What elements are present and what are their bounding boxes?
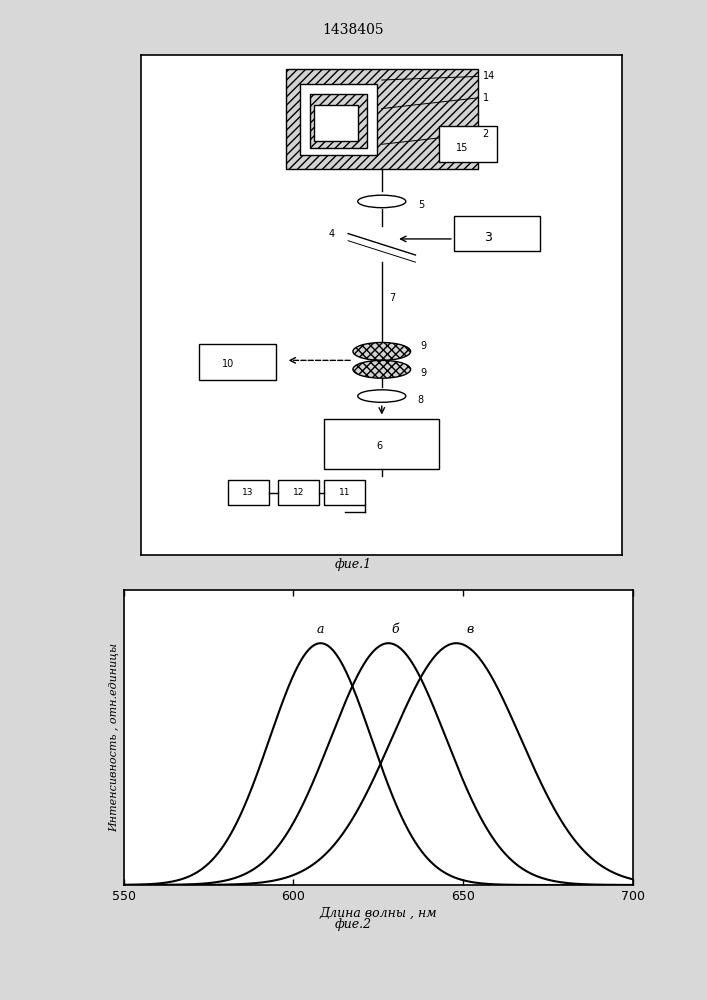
Text: 15: 15 [456, 143, 469, 153]
Text: 13: 13 [243, 488, 254, 497]
Text: 11: 11 [339, 488, 350, 497]
X-axis label: Длина волны , нм: Длина волны , нм [320, 907, 437, 920]
Text: фие.1: фие.1 [335, 558, 372, 571]
Text: 1438405: 1438405 [322, 23, 385, 37]
Text: 4: 4 [329, 229, 335, 239]
Text: 10: 10 [222, 359, 234, 369]
Bar [324, 419, 440, 469]
Bar [279, 480, 320, 505]
Text: а: а [317, 623, 325, 636]
Ellipse shape [358, 195, 406, 208]
Bar [300, 84, 377, 155]
Text: 5: 5 [418, 200, 424, 210]
Ellipse shape [353, 342, 411, 360]
Text: в: в [466, 623, 474, 636]
Ellipse shape [353, 360, 411, 378]
Bar [310, 94, 368, 148]
Text: 9: 9 [420, 368, 426, 378]
Text: 3: 3 [484, 231, 491, 244]
Bar [286, 69, 478, 169]
Text: 1: 1 [483, 93, 489, 103]
Text: 14: 14 [483, 71, 495, 81]
Text: 8: 8 [418, 395, 424, 405]
Bar [440, 126, 497, 162]
Bar [324, 480, 365, 505]
Y-axis label: Интенсивность , отн.единицы: Интенсивность , отн.единицы [110, 643, 119, 832]
Bar [228, 480, 269, 505]
Bar [315, 105, 358, 141]
Text: б: б [392, 623, 399, 636]
Text: фие.2: фие.2 [335, 918, 372, 931]
Text: 7: 7 [389, 293, 395, 303]
Text: 2: 2 [483, 129, 489, 139]
Bar [454, 216, 540, 251]
Text: 9: 9 [420, 341, 426, 351]
Text: 6: 6 [376, 441, 382, 451]
Ellipse shape [358, 390, 406, 402]
Text: 12: 12 [293, 488, 304, 497]
Bar [199, 344, 276, 380]
